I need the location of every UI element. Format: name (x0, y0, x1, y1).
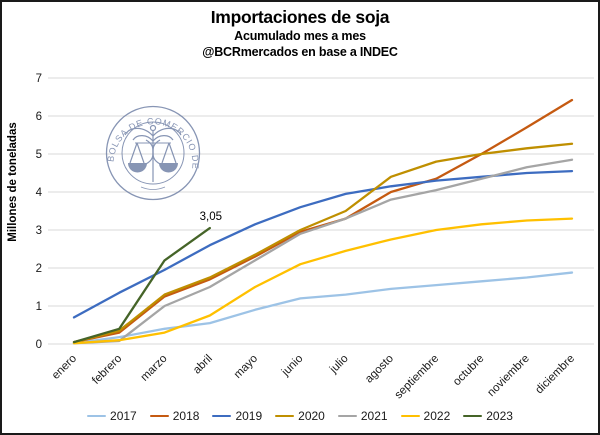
chart-title: Importaciones de soja (210, 7, 390, 27)
legend-item-2020: 2020 (275, 409, 325, 423)
legend-swatch-2020 (275, 414, 295, 418)
legend-label-2017: 2017 (110, 409, 137, 423)
caduceus-scales-icon (124, 124, 182, 190)
x-tick-label-noviembre: noviembre (485, 353, 531, 399)
legend-label-2023: 2023 (486, 409, 513, 423)
legend-swatch-2019 (212, 414, 232, 418)
x-tick-label-marzo: marzo (139, 353, 170, 384)
y-axis-title: Millones de toneladas (7, 122, 19, 242)
legend-item-2018: 2018 (149, 409, 200, 423)
y-tick-label-2: 2 (36, 263, 42, 275)
x-tick-label-febrero: febrero (90, 353, 124, 387)
legend-label-2019: 2019 (235, 409, 263, 423)
x-tick-label-mayo: mayo (232, 353, 260, 381)
legend-swatch-2023 (463, 414, 483, 418)
x-tick-label-septiembre: septiembre (393, 353, 442, 402)
chart-subtitle: Acumulado mes a mes (234, 28, 366, 43)
y-tick-label-0: 0 (36, 339, 42, 351)
series-line-2023 (72, 226, 211, 344)
y-axis-tick-labels: 0 1 2 3 4 5 6 7 (36, 73, 43, 351)
series-lines (72, 98, 574, 345)
chart-source-line: @BCRmercados en base a INDEC (202, 44, 398, 59)
x-tick-label-julio: julio (327, 353, 351, 377)
series-line-2017 (72, 271, 574, 345)
legend-item-2022: 2022 (400, 409, 451, 423)
legend-label-2022: 2022 (423, 409, 451, 423)
y-tick-label-4: 4 (36, 187, 43, 199)
bcr-logo-watermark: BOLSA DE COMERCIO DE ROSARIO (2, 2, 201, 201)
legend-item-2019: 2019 (212, 409, 262, 423)
x-tick-label-octubre: octubre (451, 353, 487, 389)
watermark-inner-ring (121, 121, 185, 185)
series-line-2021 (72, 158, 574, 345)
x-tick-label-agosto: agosto (363, 353, 396, 386)
legend-swatch-2021 (337, 414, 357, 418)
x-tick-label-junio: junio (279, 353, 305, 379)
data-label-3-05: 3,05 (200, 211, 222, 223)
legend-swatch-2018 (149, 414, 169, 418)
legend-swatch-2022 (400, 414, 420, 418)
x-axis-tick-labels: enero febrero marzo abril mayo junio julio agos… (50, 353, 577, 402)
y-tick-label-3: 3 (36, 225, 42, 237)
legend: 2017 2018 2019 2020 2021 2022 2023 (2, 409, 598, 423)
y-tick-label-7: 7 (36, 73, 42, 85)
gridlines (48, 77, 594, 345)
legend-item-2023: 2023 (463, 409, 513, 423)
legend-label-2020: 2020 (298, 409, 325, 423)
x-tick-label-abril: abril (191, 353, 215, 377)
y-tick-label-6: 6 (36, 111, 42, 123)
chart-header: Importaciones de soja Acumulado mes a me… (2, 7, 598, 60)
legend-item-2021: 2021 (337, 409, 388, 423)
legend-label-2018: 2018 (172, 409, 200, 423)
y-tick-label-5: 5 (36, 149, 42, 161)
x-tick-label-diciembre: diciembre (533, 353, 577, 397)
watermark-outer-ring (105, 105, 201, 201)
series-line-2020 (72, 142, 574, 344)
x-tick-label-enero: enero (50, 353, 79, 382)
legend-label-2021: 2021 (360, 409, 388, 423)
legend-swatch-2017 (87, 414, 107, 418)
y-tick-label-1: 1 (36, 301, 42, 313)
series-line-2022 (72, 217, 574, 345)
legend-item-2017: 2017 (87, 409, 137, 423)
watermark-ring-text: BOLSA DE COMERCIO DE ROSARIO (2, 2, 201, 170)
